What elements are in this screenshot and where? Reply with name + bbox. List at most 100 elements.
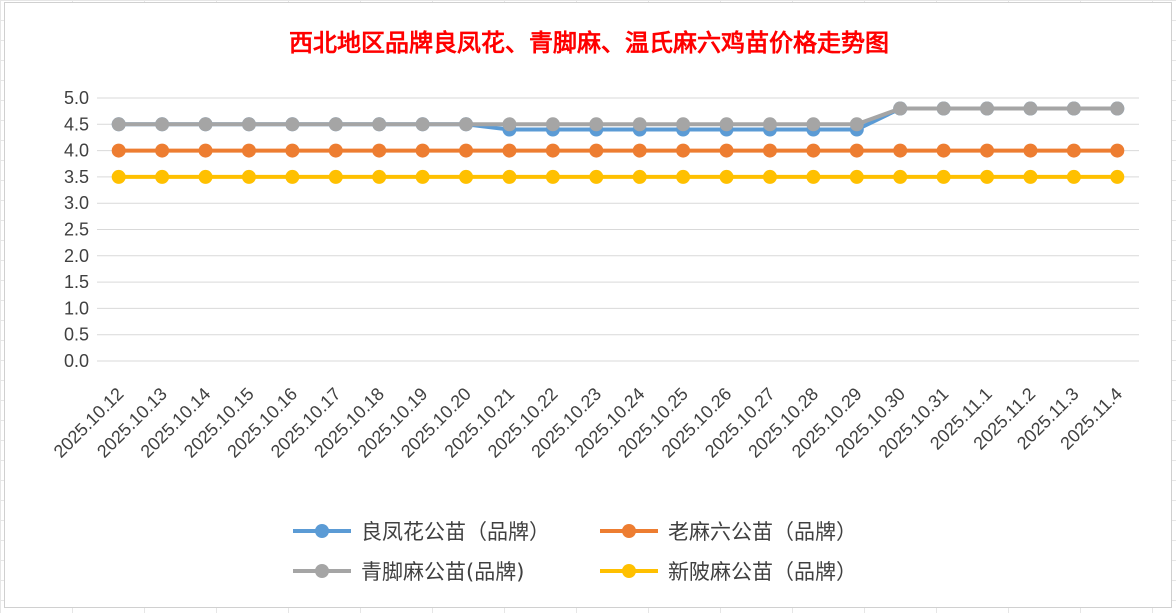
data-point — [502, 143, 517, 158]
series-line — [118, 106, 1118, 127]
legend-marker-icon — [315, 564, 329, 578]
data-point — [980, 169, 995, 184]
data-point — [241, 143, 256, 158]
data-point — [632, 117, 647, 132]
series-2 — [111, 101, 1125, 132]
legend-label: 老麻六公苗（品牌） — [668, 520, 857, 544]
data-point — [893, 101, 908, 116]
data-point — [328, 143, 343, 158]
data-point — [676, 143, 691, 158]
data-point — [1110, 169, 1125, 184]
legend-item[interactable]: 老麻六公苗（品牌） — [600, 520, 857, 544]
data-point — [241, 117, 256, 132]
data-point — [545, 143, 560, 158]
data-point — [1110, 101, 1125, 116]
data-point — [415, 117, 430, 132]
data-point — [632, 169, 647, 184]
data-point — [849, 143, 864, 158]
line-chart: 西北地区品牌良凤花、青脚麻、温氏麻六鸡苗价格走势图 5.0 4.5 4.0 3.5 3.… — [50, 28, 1139, 584]
data-point — [893, 143, 908, 158]
data-point — [1023, 143, 1038, 158]
data-point — [545, 117, 560, 132]
data-point — [241, 169, 256, 184]
data-point — [328, 117, 343, 132]
data-point — [111, 117, 126, 132]
series-3 — [111, 169, 1125, 184]
gridlines — [97, 97, 1139, 362]
data-point — [459, 143, 474, 158]
data-point — [372, 143, 387, 158]
y-tick-label: 4.0 — [64, 141, 89, 161]
data-point — [285, 117, 300, 132]
data-point — [502, 169, 517, 184]
data-point — [719, 117, 734, 132]
data-point — [111, 169, 126, 184]
data-point — [806, 117, 821, 132]
data-point — [676, 117, 691, 132]
legend-marker-icon — [315, 524, 329, 538]
data-point — [285, 169, 300, 184]
chart-title: 西北地区品牌良凤花、青脚麻、温氏麻六鸡苗价格走势图 — [289, 28, 889, 57]
data-point — [328, 169, 343, 184]
y-tick-label: 3.0 — [64, 193, 89, 213]
legend-label: 良凤花公苗（品牌） — [361, 520, 550, 544]
data-point — [980, 101, 995, 116]
legend-item[interactable]: 青脚麻公苗(品牌) — [293, 560, 524, 584]
data-point — [1066, 101, 1081, 116]
data-point — [589, 117, 604, 132]
y-tick-label: 0.0 — [64, 351, 89, 371]
data-point — [459, 117, 474, 132]
legend-marker-icon — [622, 564, 636, 578]
data-point — [589, 143, 604, 158]
data-point — [545, 169, 560, 184]
data-point — [719, 169, 734, 184]
y-tick-label: 1.0 — [64, 298, 89, 318]
data-point — [1023, 101, 1038, 116]
y-axis-ticks: 5.0 4.5 4.0 3.5 3.0 2.5 2.0 1.5 1.0 0.5 0.0 — [64, 88, 89, 371]
data-point — [198, 169, 213, 184]
data-point — [762, 117, 777, 132]
data-point — [849, 169, 864, 184]
data-point — [762, 143, 777, 158]
data-point — [893, 169, 908, 184]
data-point — [936, 101, 951, 116]
data-point — [1110, 143, 1125, 158]
data-point — [415, 143, 430, 158]
data-point — [198, 117, 213, 132]
data-point — [980, 143, 995, 158]
data-point — [111, 143, 126, 158]
data-point — [589, 169, 604, 184]
y-tick-label: 0.5 — [64, 325, 89, 345]
legend-label: 青脚麻公苗(品牌) — [361, 560, 524, 584]
series-lines — [111, 101, 1125, 184]
data-point — [849, 117, 864, 132]
data-point — [155, 143, 170, 158]
legend-label: 新陂麻公苗（品牌） — [668, 560, 857, 584]
data-point — [762, 169, 777, 184]
data-point — [372, 117, 387, 132]
legend-marker-icon — [622, 524, 636, 538]
data-point — [372, 169, 387, 184]
y-tick-label: 1.5 — [64, 272, 89, 292]
y-tick-label: 2.0 — [64, 246, 89, 266]
data-point — [198, 143, 213, 158]
data-point — [1066, 143, 1081, 158]
chart-area[interactable]: 西北地区品牌良凤花、青脚麻、温氏麻六鸡苗价格走势图 5.0 4.5 4.0 3.5 3.… — [4, 2, 1172, 608]
data-point — [806, 143, 821, 158]
data-point — [502, 117, 517, 132]
data-point — [936, 169, 951, 184]
data-point — [155, 117, 170, 132]
legend-item[interactable]: 良凤花公苗（品牌） — [293, 520, 550, 544]
legend-item[interactable]: 新陂麻公苗（品牌） — [600, 560, 857, 584]
data-point — [459, 169, 474, 184]
data-point — [1066, 169, 1081, 184]
y-tick-label: 3.5 — [64, 167, 89, 187]
data-point — [806, 169, 821, 184]
x-axis-ticks: 2025.10.122025.10.132025.10.142025.10.15… — [50, 384, 1126, 462]
data-point — [155, 169, 170, 184]
data-point — [936, 143, 951, 158]
data-point — [632, 143, 647, 158]
data-point — [415, 169, 430, 184]
legend[interactable]: 良凤花公苗（品牌） 老麻六公苗（品牌） 青脚麻公苗(品牌) 新陂麻公苗（品牌） — [293, 520, 857, 584]
data-point — [1023, 169, 1038, 184]
